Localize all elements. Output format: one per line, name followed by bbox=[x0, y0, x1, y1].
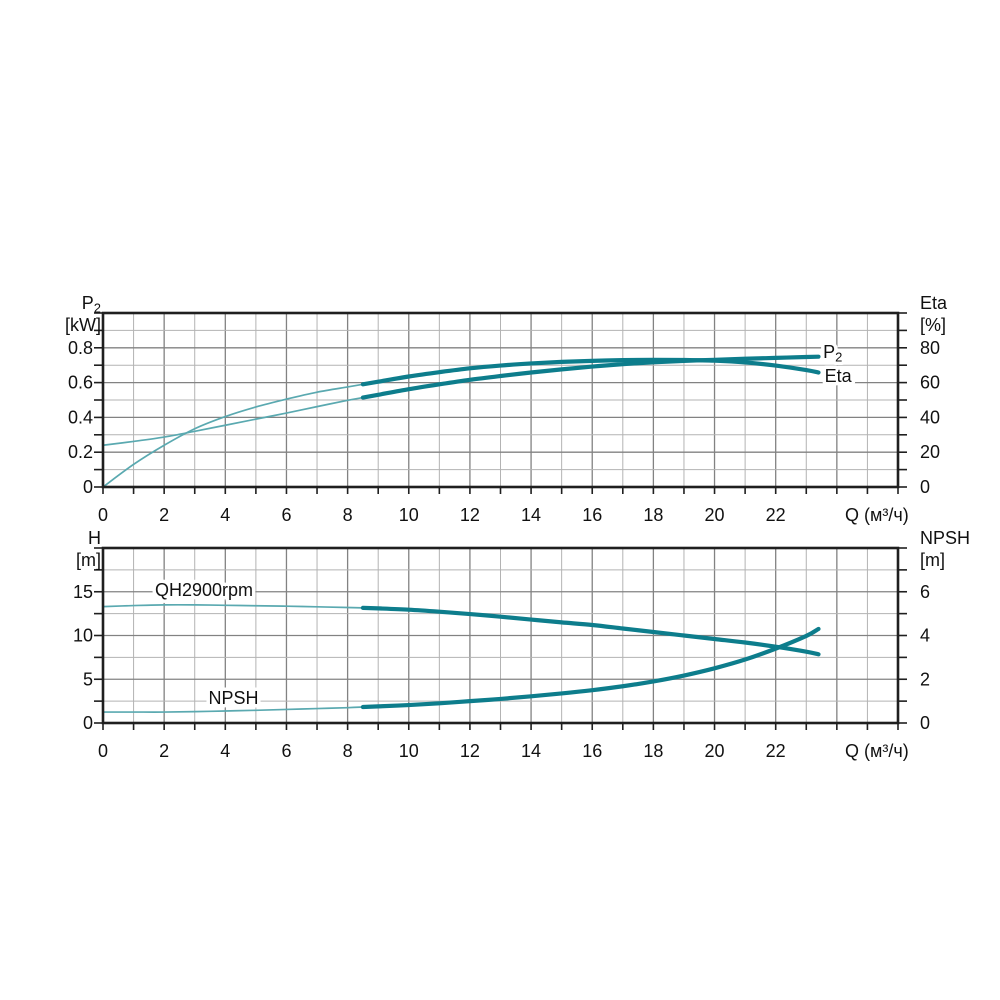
curve-label-qh2900rpm: QH2900rpm bbox=[155, 580, 253, 600]
right-tick-label: 0 bbox=[920, 713, 930, 733]
left-tick-label: 0.2 bbox=[68, 442, 93, 462]
left-axis-name: H bbox=[88, 528, 101, 548]
left-tick-label: 10 bbox=[73, 626, 93, 646]
left-axis-unit: [m] bbox=[76, 550, 101, 570]
x-tick-label: 16 bbox=[582, 505, 602, 525]
x-tick-label: 2 bbox=[159, 505, 169, 525]
x-tick-label: 12 bbox=[460, 505, 480, 525]
left-tick-label: 0 bbox=[83, 477, 93, 497]
curve-segment-thick bbox=[360, 354, 821, 400]
x-tick-label: 22 bbox=[766, 505, 786, 525]
right-axis-name: Eta bbox=[920, 293, 948, 313]
x-tick-label: 20 bbox=[705, 741, 725, 761]
x-tick-label: 14 bbox=[521, 741, 541, 761]
curve-label-npsh: NPSH bbox=[208, 688, 258, 708]
curve-segment-thin bbox=[102, 396, 364, 447]
x-tick-label: 18 bbox=[643, 741, 663, 761]
curve-segment-thick bbox=[360, 626, 821, 710]
curve-segment-thin bbox=[102, 603, 364, 609]
left-axis-unit: [kW] bbox=[65, 315, 101, 335]
curve-qh2900rpm bbox=[102, 603, 821, 657]
power-efficiency-chart: 0 2 4 6 8 10 12 14 16 18 20 22 0.8 0.6 0.4 0.2 0 80 60 40 20… bbox=[65, 293, 948, 525]
right-tick-label: 60 bbox=[920, 373, 940, 393]
left-tick-label: 0.8 bbox=[68, 338, 93, 358]
x-tick-label: 22 bbox=[766, 741, 786, 761]
left-tick-label: 5 bbox=[83, 669, 93, 689]
x-tick-label: 12 bbox=[460, 741, 480, 761]
left-tick-label: 0 bbox=[83, 713, 93, 733]
x-tick-label: 16 bbox=[582, 741, 602, 761]
right-tick-label: 40 bbox=[920, 407, 940, 427]
right-axis-unit: [%] bbox=[920, 315, 946, 335]
x-tick-label: 10 bbox=[399, 505, 419, 525]
x-tick-label: 8 bbox=[343, 505, 353, 525]
x-tick-label: 18 bbox=[643, 505, 663, 525]
right-axis-unit: [m] bbox=[920, 550, 945, 570]
curve-eta bbox=[102, 357, 821, 488]
x-axis-title: Q (м³/ч) bbox=[845, 741, 909, 761]
left-axis-name: P2​ bbox=[82, 293, 101, 316]
curve-p2 bbox=[102, 354, 821, 447]
curve-label-p₂: P2​ bbox=[823, 342, 842, 365]
x-tick-label: 20 bbox=[705, 505, 725, 525]
right-tick-label: 20 bbox=[920, 442, 940, 462]
x-tick-label: 10 bbox=[399, 741, 419, 761]
x-tick-label: 2 bbox=[159, 741, 169, 761]
left-tick-label: 0.6 bbox=[68, 373, 93, 393]
right-tick-label: 0 bbox=[920, 477, 930, 497]
x-tick-label: 4 bbox=[220, 741, 230, 761]
axis-ticks bbox=[94, 547, 907, 730]
x-tick-label: 0 bbox=[98, 505, 108, 525]
curve-npsh bbox=[102, 626, 821, 713]
grid bbox=[103, 313, 898, 487]
curve-segment-thin bbox=[102, 706, 364, 713]
right-tick-label: 80 bbox=[920, 338, 940, 358]
right-axis-name: NPSH bbox=[920, 528, 970, 548]
grid bbox=[103, 548, 898, 723]
x-axis-title: Q (м³/ч) bbox=[845, 505, 909, 525]
curve-label-eta: Eta bbox=[825, 366, 853, 386]
axis-ticks bbox=[94, 312, 907, 494]
x-tick-label: 6 bbox=[281, 505, 291, 525]
curve-segment-thin bbox=[102, 383, 364, 488]
x-tick-label: 14 bbox=[521, 505, 541, 525]
right-tick-label: 4 bbox=[920, 626, 930, 646]
x-tick-label: 6 bbox=[281, 741, 291, 761]
curve-segment-thick bbox=[360, 605, 821, 657]
left-tick-label: 15 bbox=[73, 582, 93, 602]
x-tick-label: 4 bbox=[220, 505, 230, 525]
x-tick-label: 0 bbox=[98, 741, 108, 761]
axis-labels: 0 2 4 6 8 10 12 14 16 18 20 22 0.8 0.6 0.4 0.2 0 80 60 40 20… bbox=[65, 293, 948, 525]
right-tick-label: 6 bbox=[920, 582, 930, 602]
curve-segment-thick bbox=[360, 357, 821, 387]
right-tick-label: 2 bbox=[920, 669, 930, 689]
x-tick-label: 8 bbox=[343, 741, 353, 761]
left-tick-label: 0.4 bbox=[68, 407, 93, 427]
